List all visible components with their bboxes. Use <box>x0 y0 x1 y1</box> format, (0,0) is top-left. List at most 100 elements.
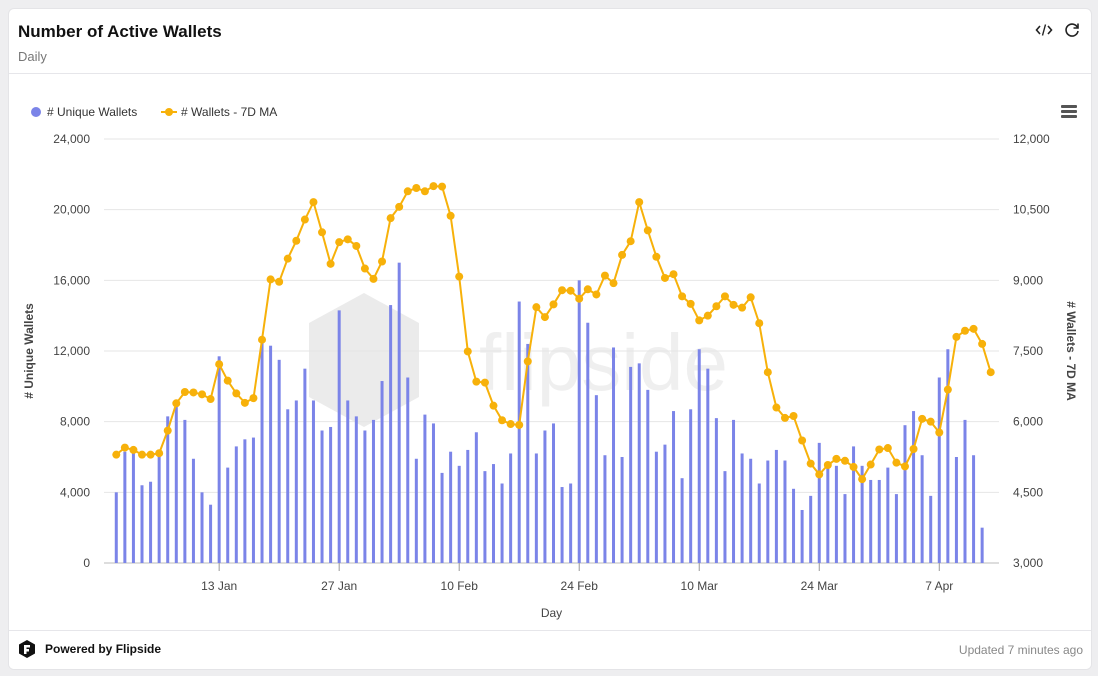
ma-point <box>609 279 618 288</box>
bar <box>251 437 255 563</box>
ma-point <box>455 272 464 281</box>
x-tick-label: 13 Jan <box>201 579 237 593</box>
ma-point <box>472 377 481 386</box>
ma-point <box>746 293 755 302</box>
ma-point <box>583 285 592 294</box>
ma-point <box>720 292 729 301</box>
ma-point <box>352 241 361 250</box>
ma-point <box>489 401 498 410</box>
bar <box>191 458 195 563</box>
ma-point <box>900 462 909 471</box>
ma-point <box>763 368 772 377</box>
bar <box>646 389 650 563</box>
legend-swatch-bars <box>31 107 41 117</box>
bar <box>680 478 684 563</box>
legend-label-line: # Wallets - 7D MA <box>181 105 277 119</box>
ma-point <box>403 187 412 196</box>
ma-point <box>378 257 387 266</box>
brand[interactable]: Powered by Flipside <box>17 639 161 659</box>
ma-point <box>480 378 489 387</box>
bar <box>123 451 127 563</box>
ma-point <box>592 290 601 299</box>
bar <box>500 483 504 563</box>
ma-point <box>540 313 549 322</box>
bar <box>826 465 830 563</box>
ma-point <box>866 460 875 469</box>
ma-point <box>506 420 515 429</box>
brand-label: Powered by Flipside <box>45 642 162 656</box>
ma-point <box>643 226 652 235</box>
menu-icon[interactable] <box>1061 105 1077 120</box>
chart-title: Number of Active Wallets <box>18 22 222 41</box>
refresh-icon[interactable] <box>1063 21 1081 39</box>
bar <box>320 430 324 563</box>
bar <box>517 301 521 563</box>
bar <box>920 455 924 563</box>
y-right-tick-label: 10,500 <box>1013 203 1050 217</box>
bar <box>406 377 410 563</box>
y-right-tick-label: 6,000 <box>1013 415 1043 429</box>
ma-point <box>626 237 635 246</box>
bar <box>672 411 676 563</box>
bar <box>697 349 701 563</box>
code-icon[interactable] <box>1035 21 1053 39</box>
bar <box>869 479 873 563</box>
bar <box>457 465 461 563</box>
ma-point <box>918 414 927 423</box>
ma-point <box>635 198 644 207</box>
y-left-tick-label: 16,000 <box>53 273 90 287</box>
bar <box>663 444 667 563</box>
bar <box>183 419 187 563</box>
bar <box>534 453 538 563</box>
bar <box>817 442 821 563</box>
bar <box>594 395 598 563</box>
x-axis-title: Day <box>541 606 562 620</box>
x-tick-label: 10 Mar <box>681 579 718 593</box>
bar <box>757 483 761 563</box>
y-right-tick-label: 7,500 <box>1013 344 1043 358</box>
ma-point <box>703 311 712 320</box>
updated-timestamp: Updated 7 minutes ago <box>958 643 1083 657</box>
chart-svg: flipside 0 3,000 4,000 4,500 8,000 6,000 12,000… <box>22 105 1078 620</box>
bar <box>337 310 341 563</box>
ma-point <box>498 416 507 425</box>
ma-point <box>558 286 567 295</box>
ma-point <box>652 252 661 261</box>
ma-point <box>515 420 524 429</box>
ma-point <box>249 394 258 403</box>
ma-point <box>198 390 207 399</box>
y-right-tick-label: 12,000 <box>1013 132 1050 146</box>
bar <box>560 487 564 563</box>
ma-point <box>163 426 172 435</box>
ma-point <box>669 270 678 279</box>
legend-label-bars: # Unique Wallets <box>47 105 137 119</box>
bar <box>389 305 393 563</box>
bar <box>140 485 144 563</box>
bar <box>946 349 950 563</box>
bar <box>800 510 804 563</box>
bar <box>723 471 727 563</box>
bar <box>809 495 813 563</box>
bar <box>603 455 607 563</box>
bar <box>466 449 470 563</box>
ma-point <box>960 326 969 335</box>
ma-point <box>832 454 841 463</box>
y-right-tick-label: 4,500 <box>1013 485 1043 499</box>
ma-point <box>712 302 721 311</box>
ma-point <box>155 449 164 458</box>
ma-point <box>180 387 189 396</box>
ma-point <box>343 235 352 244</box>
y-left-axis-title: # Unique Wallets <box>22 303 36 399</box>
bar <box>260 340 264 563</box>
ma-point <box>875 445 884 454</box>
ma-point <box>266 275 275 284</box>
bar <box>449 451 453 563</box>
bar <box>689 409 693 563</box>
bar <box>586 322 590 563</box>
ma-point <box>798 436 807 445</box>
legend: # Unique Wallets # Wallets - 7D MA <box>31 105 277 119</box>
ma-point <box>335 238 344 247</box>
ma-point <box>275 277 284 286</box>
x-tick-label: 24 Feb <box>561 579 599 593</box>
bar <box>620 457 624 563</box>
